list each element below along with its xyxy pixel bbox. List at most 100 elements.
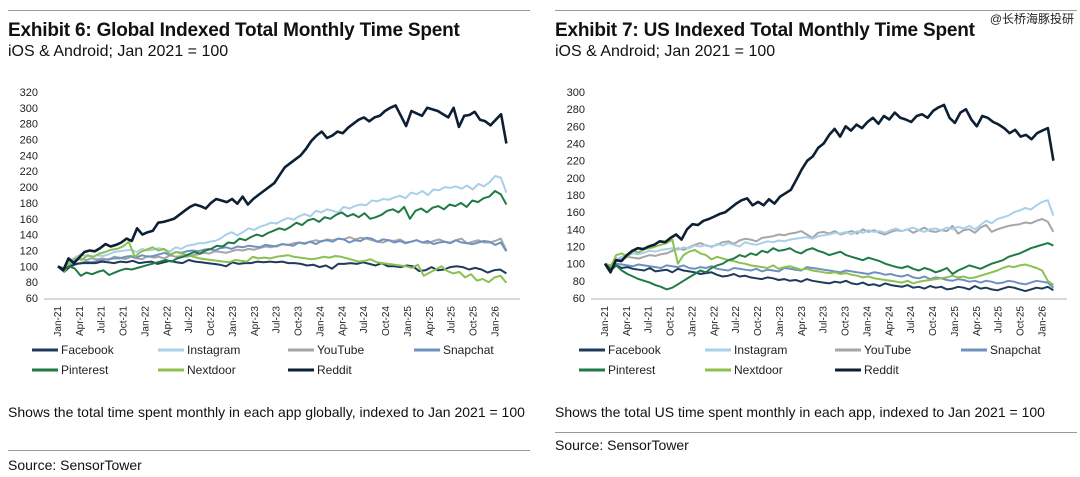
x-tick-label: Oct-24 [928, 306, 939, 336]
x-tick-label: Apr-24 [884, 306, 895, 336]
y-tick-label: 140 [567, 224, 585, 236]
y-tick-label: 60 [26, 293, 38, 305]
source-divider [8, 450, 530, 451]
x-tick-label: Apr-25 [972, 306, 983, 336]
legend-label-instagram: Instagram [187, 343, 240, 357]
y-tick-label: 180 [567, 190, 585, 202]
chart-note: Shows the total US time spent monthly in… [555, 404, 1045, 420]
x-tick-label: Jan-21 [53, 306, 64, 337]
legend-label-youtube: YouTube [317, 343, 364, 357]
series-line-pinterest [57, 190, 508, 277]
x-tick-label: Apr-23 [250, 306, 261, 336]
series-line-instagram [604, 199, 1055, 269]
y-tick-label: 300 [567, 87, 585, 99]
x-tick-label: Oct-24 [381, 306, 392, 336]
x-tick-label: Oct-25 [1016, 306, 1027, 336]
top-divider [8, 10, 530, 11]
legend-label-snapchat: Snapchat [443, 343, 494, 357]
x-tick-label: Apr-22 [709, 306, 720, 336]
x-tick-label: Jan-22 [140, 306, 151, 337]
y-tick-label: 160 [20, 214, 38, 226]
x-tick-label: Apr-24 [337, 306, 348, 336]
y-tick-label: 80 [573, 276, 585, 288]
y-tick-label: 320 [20, 87, 38, 99]
chart-title: Exhibit 7: US Indexed Total Monthly Time… [555, 20, 975, 41]
x-tick-label: Jul-22 [184, 306, 195, 334]
x-tick-label: Jan-21 [600, 306, 611, 337]
x-tick-label: Jul-22 [731, 306, 742, 334]
top-divider [555, 10, 1077, 11]
legend-label-reddit: Reddit [317, 363, 352, 377]
y-tick-label: 280 [20, 119, 38, 131]
x-tick-label: Apr-21 [75, 306, 86, 336]
exhibit-6-panel: Exhibit 6: Global Indexed Total Monthly … [8, 0, 530, 477]
legend-label-instagram: Instagram [734, 343, 787, 357]
y-tick-label: 240 [20, 150, 38, 162]
exhibit-7-panel: Exhibit 7: US Indexed Total Monthly Time… [555, 0, 1077, 477]
x-tick-label: Jan-26 [1037, 306, 1048, 337]
y-tick-label: 180 [20, 198, 38, 210]
y-tick-label: 60 [573, 293, 585, 305]
chart-note: Shows the total time spent monthly in ea… [8, 404, 525, 420]
series-line-pinterest [604, 242, 1054, 291]
source-label: Source: SensorTower [555, 437, 689, 453]
legend-label-facebook: Facebook [61, 343, 115, 357]
x-tick-label: Jul-21 [644, 306, 655, 334]
x-tick-label: Apr-25 [425, 306, 436, 336]
x-tick-label: Jan-25 [403, 306, 414, 337]
x-tick-label: Jul-24 [906, 306, 917, 334]
y-tick-label: 120 [20, 245, 38, 257]
legend-label-pinterest: Pinterest [608, 363, 656, 377]
chart-title: Exhibit 6: Global Indexed Total Monthly … [8, 20, 460, 41]
x-tick-label: Oct-25 [469, 306, 480, 336]
chart-subtitle: iOS & Android; Jan 2021 = 100 [555, 43, 776, 60]
legend-label-nextdoor: Nextdoor [734, 363, 783, 377]
y-tick-label: 300 [20, 103, 38, 115]
series-line-nextdoor [57, 240, 508, 284]
y-tick-label: 120 [567, 242, 585, 254]
y-tick-label: 280 [567, 104, 585, 116]
series-line-snapchat [57, 236, 508, 269]
y-tick-label: 200 [567, 173, 585, 185]
x-tick-label: Jan-24 [315, 306, 326, 337]
series-line-nextdoor [604, 238, 1055, 286]
series-line-reddit [603, 103, 1055, 274]
y-tick-label: 260 [20, 135, 38, 147]
x-tick-label: Jan-26 [490, 306, 501, 337]
x-tick-label: Oct-22 [206, 306, 217, 336]
y-tick-label: 200 [20, 182, 38, 194]
source-label: Source: SensorTower [8, 457, 142, 473]
legend-label-nextdoor: Nextdoor [187, 363, 236, 377]
x-tick-label: Jan-22 [687, 306, 698, 337]
us-time-spent-chart: 60 80 100 120 140 160 180 200 220 240 260 280 300 Jan… [567, 87, 1067, 377]
y-tick-label: 260 [567, 121, 585, 133]
y-tick-label: 240 [567, 139, 585, 151]
y-tick-label: 220 [567, 156, 585, 168]
chart-subtitle: iOS & Android; Jan 2021 = 100 [8, 43, 229, 60]
x-tick-label: Oct-23 [294, 306, 305, 336]
y-tick-label: 160 [567, 207, 585, 219]
x-tick-label: Jul-21 [97, 306, 108, 334]
y-tick-label: 80 [26, 277, 38, 289]
x-tick-label: Jul-23 [272, 306, 283, 334]
x-tick-label: Oct-22 [753, 306, 764, 336]
legend-label-pinterest: Pinterest [61, 363, 109, 377]
x-tick-label: Jul-23 [819, 306, 830, 334]
x-tick-label: Jan-23 [775, 306, 786, 337]
x-tick-label: Apr-21 [622, 306, 633, 336]
x-tick-label: Jul-24 [359, 306, 370, 334]
series-line-facebook [57, 259, 507, 275]
x-tick-label: Apr-22 [162, 306, 173, 336]
x-tick-label: Jul-25 [447, 306, 458, 334]
series-line-reddit [57, 104, 508, 272]
global-time-spent-chart: 60 80 100 120 140 160 180 200 220 240 260 280 300 320… [20, 87, 520, 377]
y-tick-label: 100 [567, 259, 585, 271]
legend-label-reddit: Reddit [864, 363, 899, 377]
y-tick-label: 220 [20, 166, 38, 178]
series-line-snapchat [604, 262, 1055, 289]
watermark-text: @长桥海豚投研 [989, 12, 1074, 26]
x-tick-label: Oct-23 [841, 306, 852, 336]
series-line-facebook [604, 263, 1054, 293]
x-tick-label: Oct-21 [666, 306, 677, 336]
y-tick-label: 100 [20, 261, 38, 273]
